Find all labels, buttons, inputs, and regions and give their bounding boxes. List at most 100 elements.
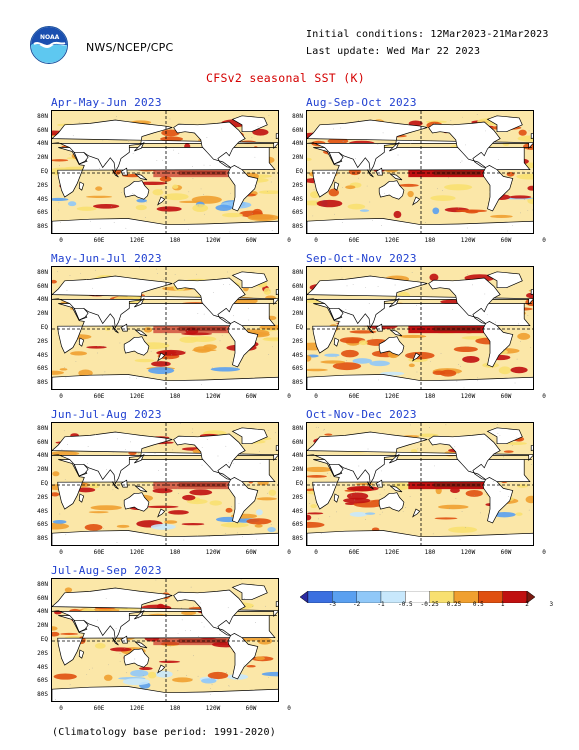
lon-tick-label: 60E — [93, 705, 105, 712]
stipple-dot — [61, 449, 63, 451]
stipple-dot — [485, 306, 487, 307]
stipple-dot — [155, 579, 157, 581]
anomaly-patch — [332, 362, 362, 371]
anomaly-patch — [159, 176, 172, 182]
anomaly-patch — [203, 344, 217, 350]
stipple-dot — [99, 227, 101, 229]
stipple-dot — [104, 162, 106, 164]
continent-shape — [378, 336, 405, 356]
continent-shape — [412, 352, 421, 362]
anomaly-patch — [340, 349, 359, 358]
stipple-dot — [448, 177, 449, 179]
stipple-dot — [97, 346, 99, 347]
stipple-dot — [94, 608, 96, 610]
lat-tick-label: 40N — [292, 296, 303, 304]
anomaly-patch — [258, 190, 278, 195]
stipple-dot — [136, 377, 137, 379]
stipple-dot — [120, 319, 122, 320]
continent-shape — [366, 481, 374, 490]
stipple-dot — [470, 470, 472, 472]
stipple-dot — [192, 606, 194, 607]
colorbar-segment — [502, 590, 528, 604]
anomaly-patch — [349, 330, 377, 334]
continent-shape — [134, 141, 145, 152]
stipple-dot — [119, 661, 121, 663]
stipple-dot — [324, 428, 325, 430]
lat-tick-label: 80N — [292, 424, 303, 432]
lon-tick-label: 120E — [384, 549, 400, 556]
stipple-dot — [340, 321, 341, 323]
stipple-dot — [462, 116, 463, 118]
stipple-dot — [112, 489, 114, 491]
anomaly-patch — [52, 471, 60, 477]
stipple-dot — [318, 518, 319, 520]
stipple-dot — [65, 534, 67, 536]
lon-tick-label: 60W — [500, 393, 512, 400]
anomaly-patch — [256, 497, 278, 501]
lon-tick-label: 120W — [205, 237, 221, 244]
colorbar-tick-label: 2 — [525, 601, 529, 608]
stipple-dot — [454, 446, 456, 448]
stipple-dot — [467, 274, 468, 275]
anomaly-patch — [158, 660, 181, 663]
continent-shape — [123, 648, 150, 668]
stipple-dot — [177, 632, 179, 634]
lon-tick-label: 0 — [542, 237, 546, 244]
lat-tick-label: 40S — [37, 195, 48, 203]
anomaly-patch — [307, 521, 325, 528]
anomaly-patch — [252, 128, 269, 136]
stipple-dot — [465, 144, 467, 146]
anomaly-patch — [324, 353, 340, 357]
stipple-dot — [69, 275, 71, 276]
sst-map-svg — [52, 267, 278, 389]
continent-shape — [73, 307, 89, 321]
stipple-dot — [371, 220, 373, 221]
stipple-dot — [111, 206, 112, 207]
stipple-dot — [78, 121, 80, 123]
stipple-dot — [203, 313, 205, 315]
lat-tick-label: 60N — [292, 438, 303, 446]
anomaly-patch — [255, 656, 265, 661]
stipple-dot — [378, 379, 379, 381]
stipple-dot — [116, 438, 118, 440]
anomaly-patch — [189, 489, 213, 496]
lat-tick-label: 60S — [292, 521, 303, 529]
anomaly-patch — [349, 511, 368, 517]
anomaly-patch — [163, 193, 189, 201]
stipple-dot — [367, 448, 369, 450]
continent-shape — [412, 196, 421, 206]
anomaly-patch — [307, 466, 333, 473]
lat-tick-label: 20S — [37, 649, 48, 657]
anomaly-patch — [181, 522, 205, 526]
stipple-dot — [211, 367, 213, 369]
stipple-dot — [503, 456, 504, 458]
stipple-dot — [429, 360, 431, 362]
lat-tick-label: 20N — [37, 622, 48, 630]
stipple-dot — [381, 309, 382, 310]
stipple-dot — [97, 352, 98, 354]
stipple-dot — [257, 126, 259, 127]
continent-shape — [486, 271, 523, 289]
panel-title: Sep-Oct-Nov 2023 — [306, 252, 417, 265]
stipple-dot — [514, 382, 516, 384]
stipple-dot — [411, 272, 413, 274]
anomaly-patch — [60, 632, 79, 635]
continent-shape — [412, 508, 421, 518]
anomaly-patch — [320, 360, 346, 364]
stipple-dot — [493, 481, 494, 482]
lat-tick-label: 80S — [37, 691, 48, 699]
anomaly-patch — [380, 371, 405, 376]
stipple-dot — [312, 131, 313, 133]
continent-shape — [134, 641, 148, 649]
anomaly-patch — [52, 626, 58, 631]
anomaly-patch — [503, 450, 514, 453]
stipple-dot — [203, 164, 205, 166]
stipple-dot — [432, 533, 434, 535]
anomaly-patch — [84, 524, 103, 531]
anomaly-patch — [189, 336, 217, 342]
lat-tick-label: 60N — [37, 126, 48, 134]
lon-tick-label: 120E — [129, 393, 145, 400]
stipple-dot — [473, 495, 475, 496]
anomaly-patch — [347, 203, 366, 210]
stipple-dot — [458, 207, 459, 209]
